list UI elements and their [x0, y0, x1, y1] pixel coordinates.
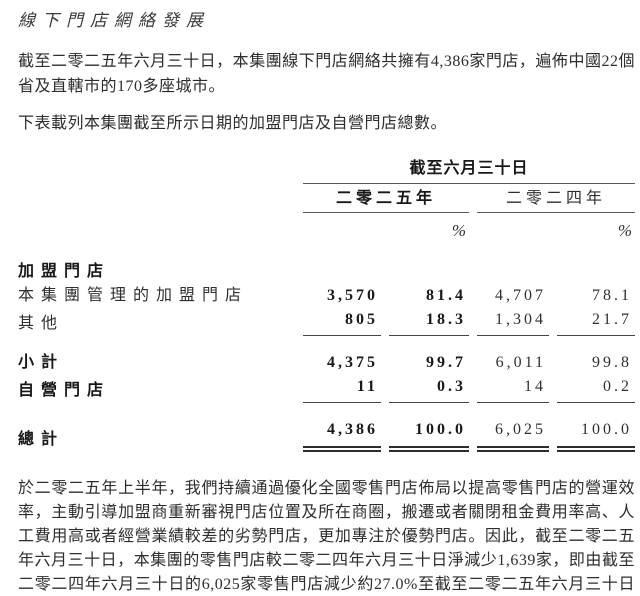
value-2024-count: 1,304 [477, 308, 549, 336]
table-row-self-operated: 自營門店 11 0.3 14 0.2 [18, 375, 635, 403]
value-2025-pct: 99.7 [426, 353, 466, 371]
span-header-as-at-june30: 截至六月三十日 [303, 158, 635, 184]
table-row-subtotal: 小計 4,375 99.7 6,011 99.8 [18, 351, 635, 375]
percent-header-2024: % [617, 220, 632, 240]
row-label: 小計 [18, 353, 65, 371]
value-2024-pct: 99.8 [592, 353, 632, 371]
value-2024-pct: 0.2 [557, 375, 635, 403]
value-2024-count: 14 [477, 375, 549, 403]
value-2025-count: 3,570 [327, 286, 378, 304]
value-2025-pct: 81.4 [426, 286, 466, 304]
table-row-group-managed-franchise: 本集團管理的加盟門店 3,570 81.4 4,707 78.1 [18, 284, 635, 308]
value-2025-count: 11 [303, 375, 381, 403]
row-label: 加盟門店 [18, 262, 111, 280]
table-spacer [18, 403, 635, 418]
value-2024-pct: 78.1 [592, 286, 632, 304]
column-group-2025: 二零二五年 [303, 188, 469, 213]
value-2025-count: 805 [303, 308, 381, 336]
table-lead-paragraph: 下表載列本集團截至所示日期的加盟門店及自營門店總數。 [18, 115, 448, 132]
value-2025-pct: 0.3 [389, 375, 469, 403]
column-group-2024: 二零二四年 [477, 188, 635, 213]
intro-paragraph: 截至二零二五年六月三十日，本集團線下門店網絡共擁有4,386家門店，遍佈中國22… [18, 53, 635, 95]
row-label: 自營門店 [18, 381, 111, 399]
value-2024-pct: 21.7 [557, 308, 635, 336]
table-row-franchise-category: 加盟門店 [18, 260, 635, 284]
table-row-others: 其他 805 18.3 1,304 21.7 [18, 308, 635, 336]
value-2024-count: 6,025 [477, 418, 549, 452]
value-2025-count: 4,375 [327, 353, 378, 371]
table-spacer [18, 336, 635, 351]
value-2024-pct: 100.0 [557, 418, 635, 452]
value-2025-count: 4,386 [303, 418, 381, 452]
percent-header-2025: % [451, 220, 466, 240]
value-2025-pct: 100.0 [389, 418, 469, 452]
table-span-header-row: 截至六月三十日 [18, 158, 635, 184]
row-label: 總計 [18, 430, 65, 448]
row-label: 本集團管理的加盟門店 [18, 286, 249, 304]
closing-paragraph: 於二零二五年上半年，我們持續通過優化全國零售門店佈局以提高零售門店的營運效率，主… [18, 479, 635, 593]
table-year-header-row: 二零二五年 二零二四年 [18, 188, 635, 213]
row-label: 其他 [18, 314, 65, 332]
section-title: 線下門店網絡發展 [18, 11, 210, 30]
value-2024-count: 4,707 [495, 286, 546, 304]
store-count-table: 截至六月三十日 二零二五年 二零二四年 % % 加盟門店 本集團管理的加盟門店 [18, 158, 635, 452]
value-2024-count: 6,011 [495, 353, 546, 371]
table-percent-header-row: % % [18, 219, 635, 243]
table-row-total: 總計 4,386 100.0 6,025 100.0 [18, 418, 635, 452]
value-2025-pct: 18.3 [389, 308, 469, 336]
